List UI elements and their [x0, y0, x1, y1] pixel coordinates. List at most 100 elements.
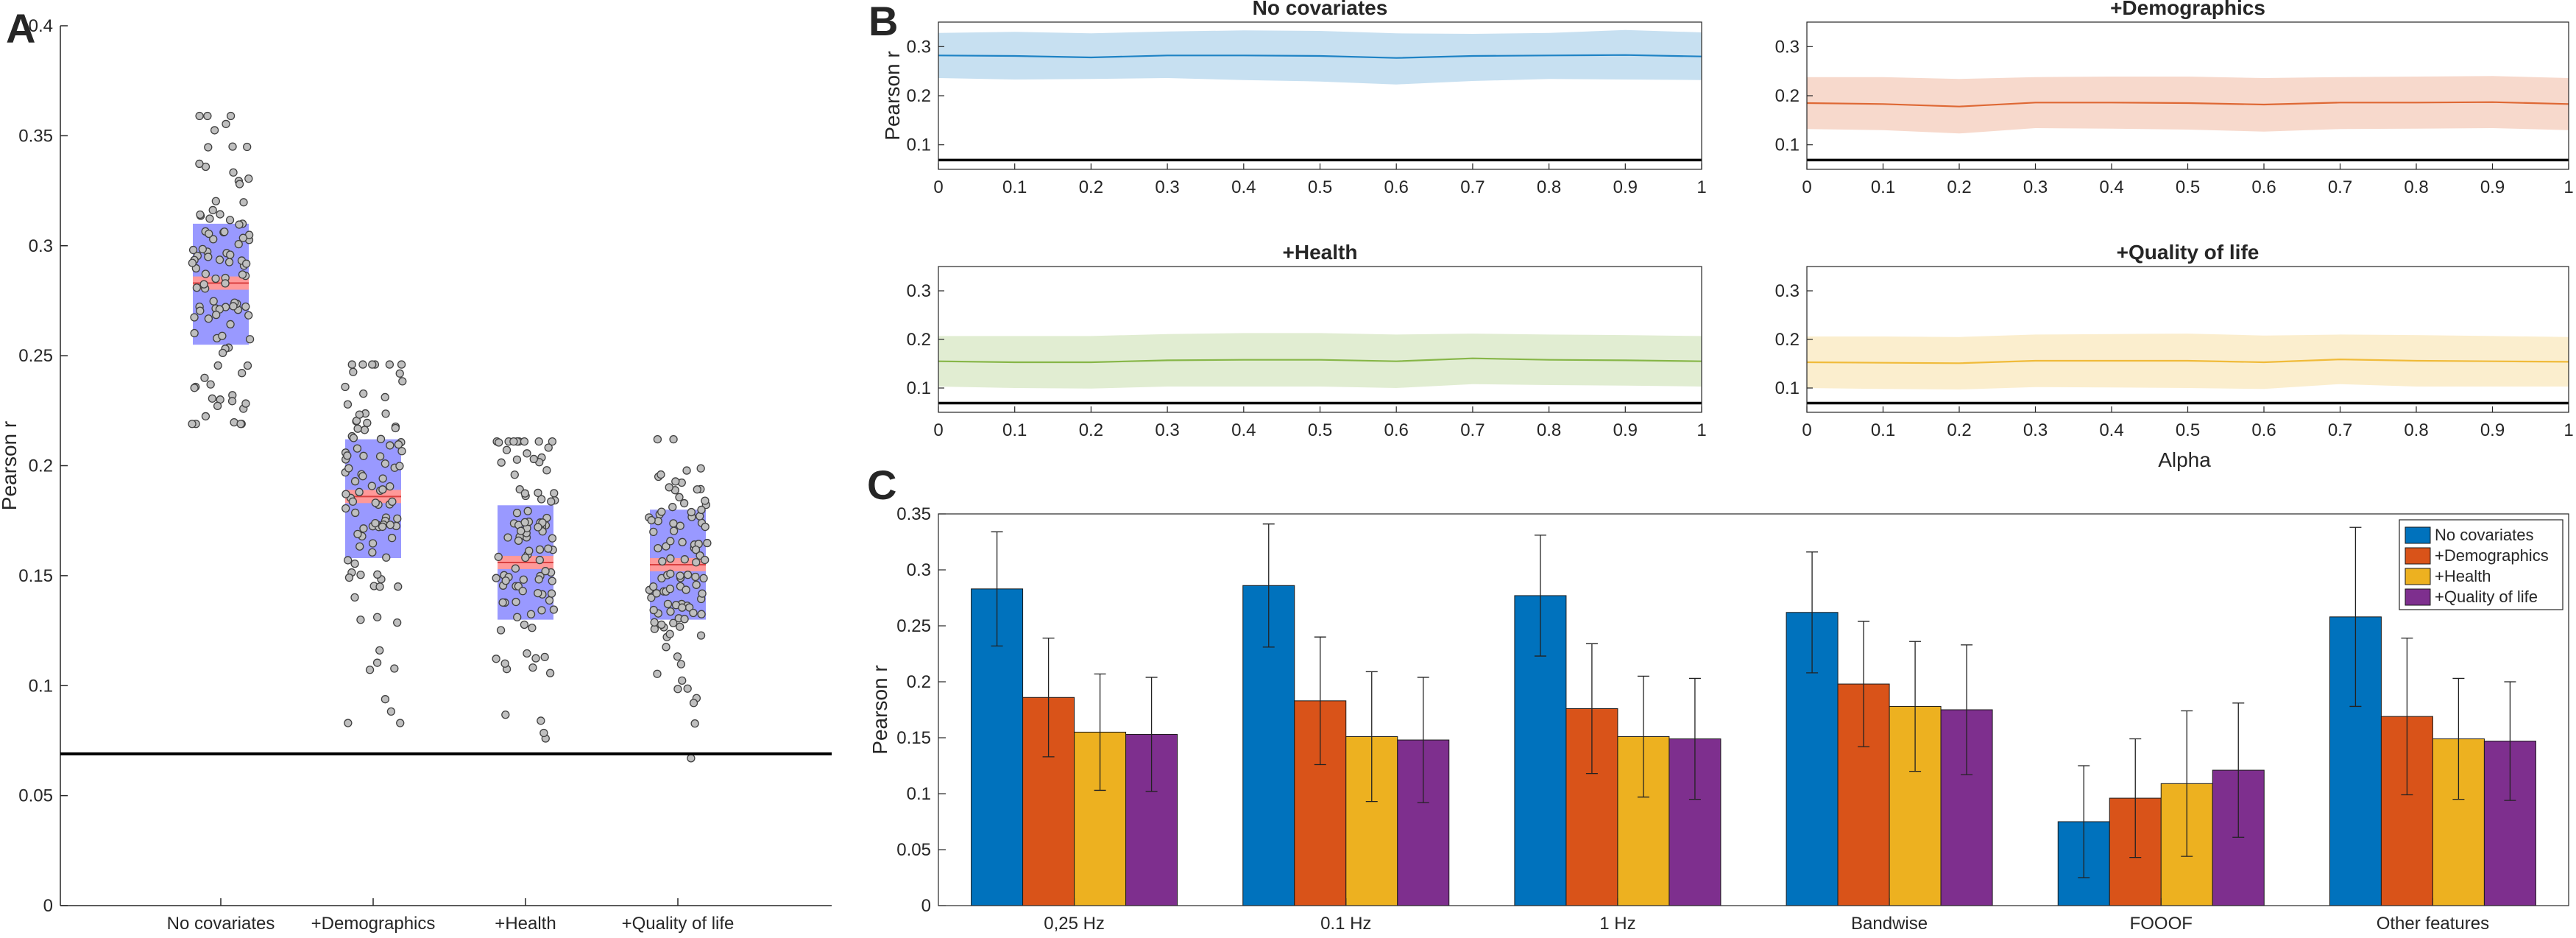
a-data-point [225, 216, 235, 225]
a-data-point [675, 493, 684, 501]
b-xtick-label: 0.4 [2099, 177, 2123, 197]
a-data-point [228, 142, 237, 151]
a-data-point [200, 373, 209, 382]
b-xtick-label: 1 [1696, 420, 1706, 440]
a-data-point [359, 524, 368, 533]
b-ytick-label: 0.1 [1775, 378, 1800, 398]
a-data-point [548, 534, 557, 543]
a-data-point [696, 464, 705, 473]
c-xtick-label: Other features [2377, 914, 2489, 934]
a-data-point [349, 434, 358, 442]
b-xtick-label: 1 [2563, 177, 2573, 197]
a-data-point [657, 620, 666, 630]
a-data-point [701, 496, 710, 505]
a-data-point [671, 477, 680, 486]
a-data-point [534, 588, 542, 598]
b-xtick-label: 0.7 [1460, 177, 1485, 197]
c-axes-frame [938, 513, 2569, 906]
b-xtick-label: 0 [1802, 420, 1811, 440]
a-data-point [548, 437, 557, 446]
c-legend-label: +Health [2435, 567, 2491, 585]
a-data-point [691, 545, 701, 554]
a-xtick-label: +Quality of life [622, 914, 735, 934]
c-ytick-label: 0.15 [896, 728, 931, 748]
a-data-point [359, 451, 368, 460]
a-data-point [196, 306, 205, 315]
a-data-point [397, 360, 406, 369]
a-data-point [669, 519, 678, 528]
c-legend-label: +Quality of life [2435, 588, 2538, 606]
a-data-point [525, 546, 534, 555]
a-ytick-label: 0 [43, 896, 53, 916]
b-subplot-title: +Demographics [2110, 0, 2265, 19]
a-data-point [190, 384, 199, 392]
a-data-point [500, 659, 509, 668]
b-xtick-label: 0.3 [2023, 177, 2048, 197]
c-legend-swatch [2405, 526, 2431, 544]
b-xtick-label: 1 [2563, 420, 2573, 440]
b-subplot-title: +Health [1283, 241, 1358, 264]
a-data-point [668, 503, 677, 512]
a-data-point [535, 545, 545, 554]
a-data-point [657, 470, 665, 479]
a-data-point [497, 458, 506, 467]
a-data-point [676, 521, 684, 530]
a-data-point [229, 168, 238, 177]
b-xtick-label: 0.7 [2328, 177, 2352, 197]
a-data-point [548, 576, 556, 585]
a-data-point [387, 534, 397, 543]
a-data-point [534, 437, 543, 446]
c-legend-label: No covariates [2435, 526, 2534, 544]
panel-a-label: A [6, 5, 35, 52]
a-data-point [359, 389, 368, 398]
a-data-point [241, 302, 250, 311]
a-data-point [544, 443, 553, 452]
a-data-point [353, 424, 362, 433]
a-data-point [680, 555, 689, 564]
a-data-point [238, 233, 247, 242]
b-ytick-label: 0.2 [907, 330, 931, 350]
a-data-point [378, 522, 387, 532]
a-data-point [537, 716, 545, 725]
a-data-point [528, 624, 537, 632]
a-data-point [371, 498, 380, 507]
a-data-point [222, 119, 230, 129]
a-data-point [382, 553, 391, 562]
b-axes-background [1807, 22, 2569, 169]
a-data-point [501, 576, 510, 585]
c-xtick-label: 0,25 Hz [1044, 914, 1105, 934]
a-data-point [235, 180, 244, 188]
a-data-point [215, 255, 224, 264]
a-data-point [665, 585, 675, 593]
a-data-point [673, 685, 682, 694]
a-data-point [234, 239, 243, 249]
a-data-point [210, 126, 219, 135]
b-mean-line [1806, 358, 2569, 364]
a-data-point [492, 574, 500, 582]
a-data-point [243, 142, 252, 152]
a-data-point [665, 630, 674, 638]
c-xtick-label: 1 Hz [1599, 914, 1635, 934]
a-data-point [212, 310, 221, 320]
a-data-point [662, 542, 670, 551]
a-data-point [349, 367, 358, 376]
panel-c-label: C [867, 462, 896, 508]
a-data-point [678, 537, 687, 546]
b-xtick-label: 0.3 [2023, 420, 2048, 440]
a-data-point [682, 466, 691, 475]
b-xlabel: Alpha [2158, 448, 2211, 471]
b-xtick-label: 0.4 [1231, 177, 1256, 197]
c-axes-background [938, 514, 2569, 906]
a-data-point [355, 542, 364, 551]
b-xtick-label: 0.8 [1537, 420, 1561, 440]
a-xtick-label: +Health [495, 914, 556, 934]
a-data-point [344, 573, 354, 582]
a-data-point [544, 544, 553, 553]
a-ytick-label: 0.2 [29, 456, 53, 476]
a-data-point [195, 111, 204, 121]
a-data-point [523, 449, 531, 458]
c-ytick-label: 0.3 [907, 560, 931, 580]
a-data-point [243, 361, 252, 370]
a-data-point [673, 652, 682, 661]
a-data-point [211, 274, 220, 283]
